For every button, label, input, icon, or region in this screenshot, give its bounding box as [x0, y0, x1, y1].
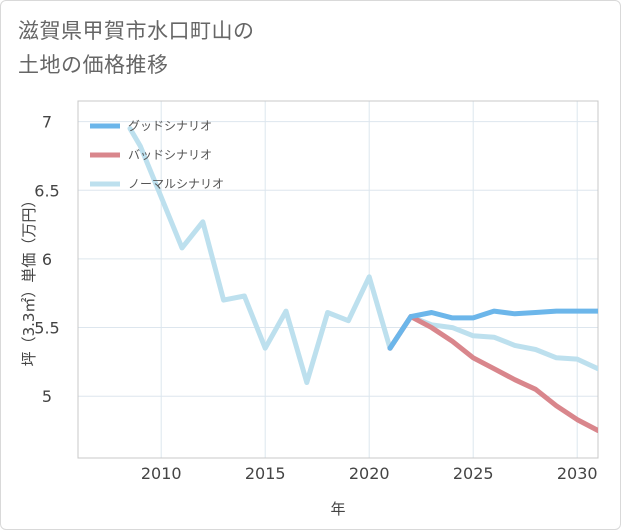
x-tick-label: 2020 — [349, 464, 390, 483]
y-axis-ticks: 5 5.5 6 6.5 7 — [34, 113, 59, 407]
x-tick-label: 2010 — [141, 464, 182, 483]
legend-label: グッドシナリオ — [128, 119, 212, 133]
grid-lines — [78, 101, 598, 458]
y-tick-label: 7 — [42, 113, 52, 132]
y-tick-label: 6 — [42, 250, 52, 269]
legend-label: ノーマルシナリオ — [128, 177, 224, 191]
legend-label: バッドシナリオ — [128, 148, 212, 162]
plot-area — [77, 100, 599, 459]
y-tick-label: 6.5 — [34, 181, 59, 200]
chart-title: 滋賀県甲賀市水口町山の 土地の価格推移 — [18, 14, 255, 82]
x-tick-label: 2025 — [453, 464, 494, 483]
series-lines — [127, 126, 598, 433]
x-axis-title: 年 — [330, 500, 345, 518]
series-line-0 — [387, 308, 598, 351]
x-tick-label: 2015 — [245, 464, 286, 483]
series-line-2 — [127, 126, 598, 385]
chart-title-line-1: 滋賀県甲賀市水口町山の — [18, 19, 255, 43]
x-axis-ticks: 2010 2015 2020 2025 2030 — [141, 464, 598, 483]
y-tick-label: 5 — [42, 387, 52, 406]
x-tick-label: 2030 — [557, 464, 598, 483]
y-axis-title: 坪（3.3㎡）単価（万円） — [20, 193, 38, 367]
series-line-1 — [387, 314, 598, 433]
chart-title-line-2: 土地の価格推移 — [18, 53, 169, 77]
y-tick-label: 5.5 — [34, 319, 59, 338]
